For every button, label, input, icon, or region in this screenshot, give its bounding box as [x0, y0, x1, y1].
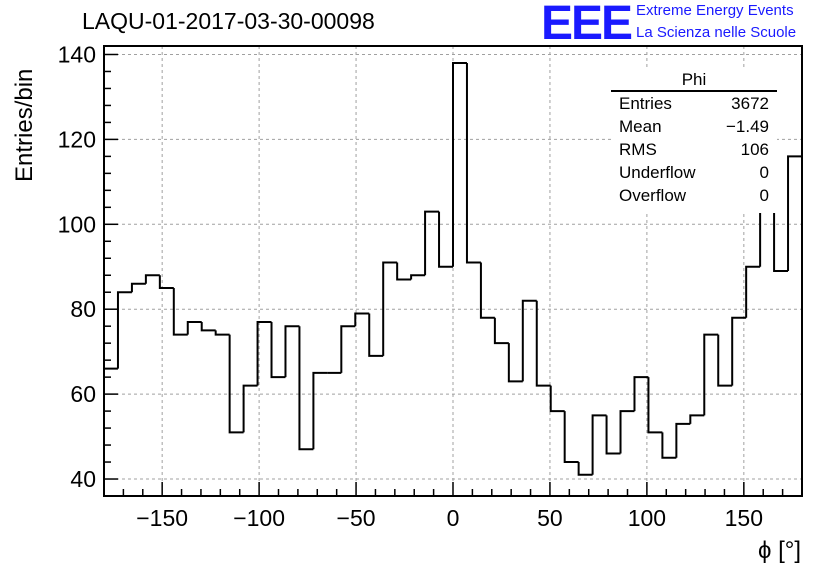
histogram-bin [144, 274, 160, 284]
histogram-bin [214, 330, 230, 336]
histogram-bin [745, 265, 761, 318]
y-tick-label: 40 [70, 466, 96, 492]
histogram-bin [228, 334, 244, 434]
stats-value-mean: −1.49 [725, 117, 769, 136]
histogram-bin [647, 377, 663, 434]
stats-label-mean: Mean [619, 117, 662, 136]
y-tick-label: 100 [58, 211, 96, 237]
stats-value-rms: 106 [740, 140, 769, 159]
x-tick-label: 150 [725, 505, 763, 531]
stats-value-overflow: 0 [759, 186, 769, 205]
histogram-bin [424, 210, 440, 276]
histogram-bin [158, 275, 174, 289]
histogram-bin [633, 376, 649, 412]
histogram-bin [116, 291, 132, 369]
eee-logo: EEE [541, 0, 633, 50]
histogram-bin [605, 415, 621, 455]
histogram-bin [382, 261, 398, 356]
histogram-bin [465, 62, 481, 264]
histogram-bin [103, 367, 118, 496]
histogram-bin [689, 414, 705, 424]
histogram-bin [703, 333, 719, 416]
x-tick-label: −100 [233, 505, 285, 531]
logo-line-1: Extreme Energy Events [636, 2, 794, 19]
histogram-bin [354, 312, 370, 327]
histogram-bin [787, 155, 803, 496]
histogram-bin [340, 325, 356, 373]
x-tick-label: −150 [136, 505, 188, 531]
x-tick-label: 50 [537, 505, 563, 531]
histogram-bin [493, 317, 509, 345]
histogram-bin [284, 325, 300, 378]
histogram-bin [130, 282, 146, 293]
histogram-bin [717, 334, 733, 387]
histogram-bin [256, 320, 272, 386]
histogram-bin [298, 326, 314, 451]
y-tick-label: 60 [70, 381, 96, 407]
x-axis-label: ϕ [°] [758, 537, 801, 564]
stats-value-underflow: 0 [759, 163, 769, 182]
histogram-bin [521, 299, 537, 382]
x-tick-label: 100 [628, 505, 666, 531]
stats-value-entries: 3672 [731, 94, 769, 113]
histogram-bin [549, 385, 565, 413]
y-tick-label: 120 [58, 126, 96, 152]
y-tick-label: 80 [70, 296, 96, 322]
histogram-bin [479, 262, 495, 319]
histogram-bin [270, 321, 286, 379]
histogram-bin [396, 262, 412, 281]
histogram-bin [563, 411, 579, 464]
histogram-bin [368, 313, 384, 357]
histogram-bin [186, 320, 202, 335]
stats-label-overflow: Overflow [619, 186, 687, 205]
histogram-bin [312, 371, 328, 450]
histogram-bin [591, 414, 607, 475]
x-tick-label: −50 [337, 505, 376, 531]
stats-label-rms: RMS [619, 140, 657, 159]
y-tick-label: 140 [58, 41, 96, 67]
histogram-bin [410, 274, 426, 280]
histogram-bin [452, 61, 467, 267]
histogram-bin [675, 422, 691, 458]
histogram-bin [661, 432, 677, 459]
histogram-bin [172, 287, 188, 336]
histogram-bin [535, 300, 551, 387]
histogram-bin [577, 462, 593, 476]
histogram-bin [619, 410, 635, 454]
x-tick-label: 0 [447, 505, 460, 531]
stats-title: Phi [681, 70, 707, 89]
y-axis-label: Entries/bin [11, 69, 38, 182]
stats-divider [611, 90, 777, 92]
stats-label-entries: Entries [619, 94, 672, 113]
histogram-bin [507, 343, 523, 383]
logo-line-2: La Scienza nelle Scuole [636, 24, 797, 41]
histogram-bin [200, 321, 216, 332]
x-tick-labels: −150 −100 −50 0 50 100 150 [136, 505, 763, 531]
histogram-bin [731, 316, 747, 386]
histogram-bin [438, 211, 453, 268]
histogram-bin [242, 384, 258, 433]
histogram-title: LAQU-01-2017-03-30-00098 [82, 8, 375, 34]
stats-label-underflow: Underflow [619, 163, 696, 182]
axis-ticks [103, 53, 803, 497]
y-tick-labels: 40 60 80 100 120 140 [58, 41, 96, 492]
stats-box: Phi Entries 3672 Mean −1.49 RMS 106 Unde… [611, 68, 777, 213]
